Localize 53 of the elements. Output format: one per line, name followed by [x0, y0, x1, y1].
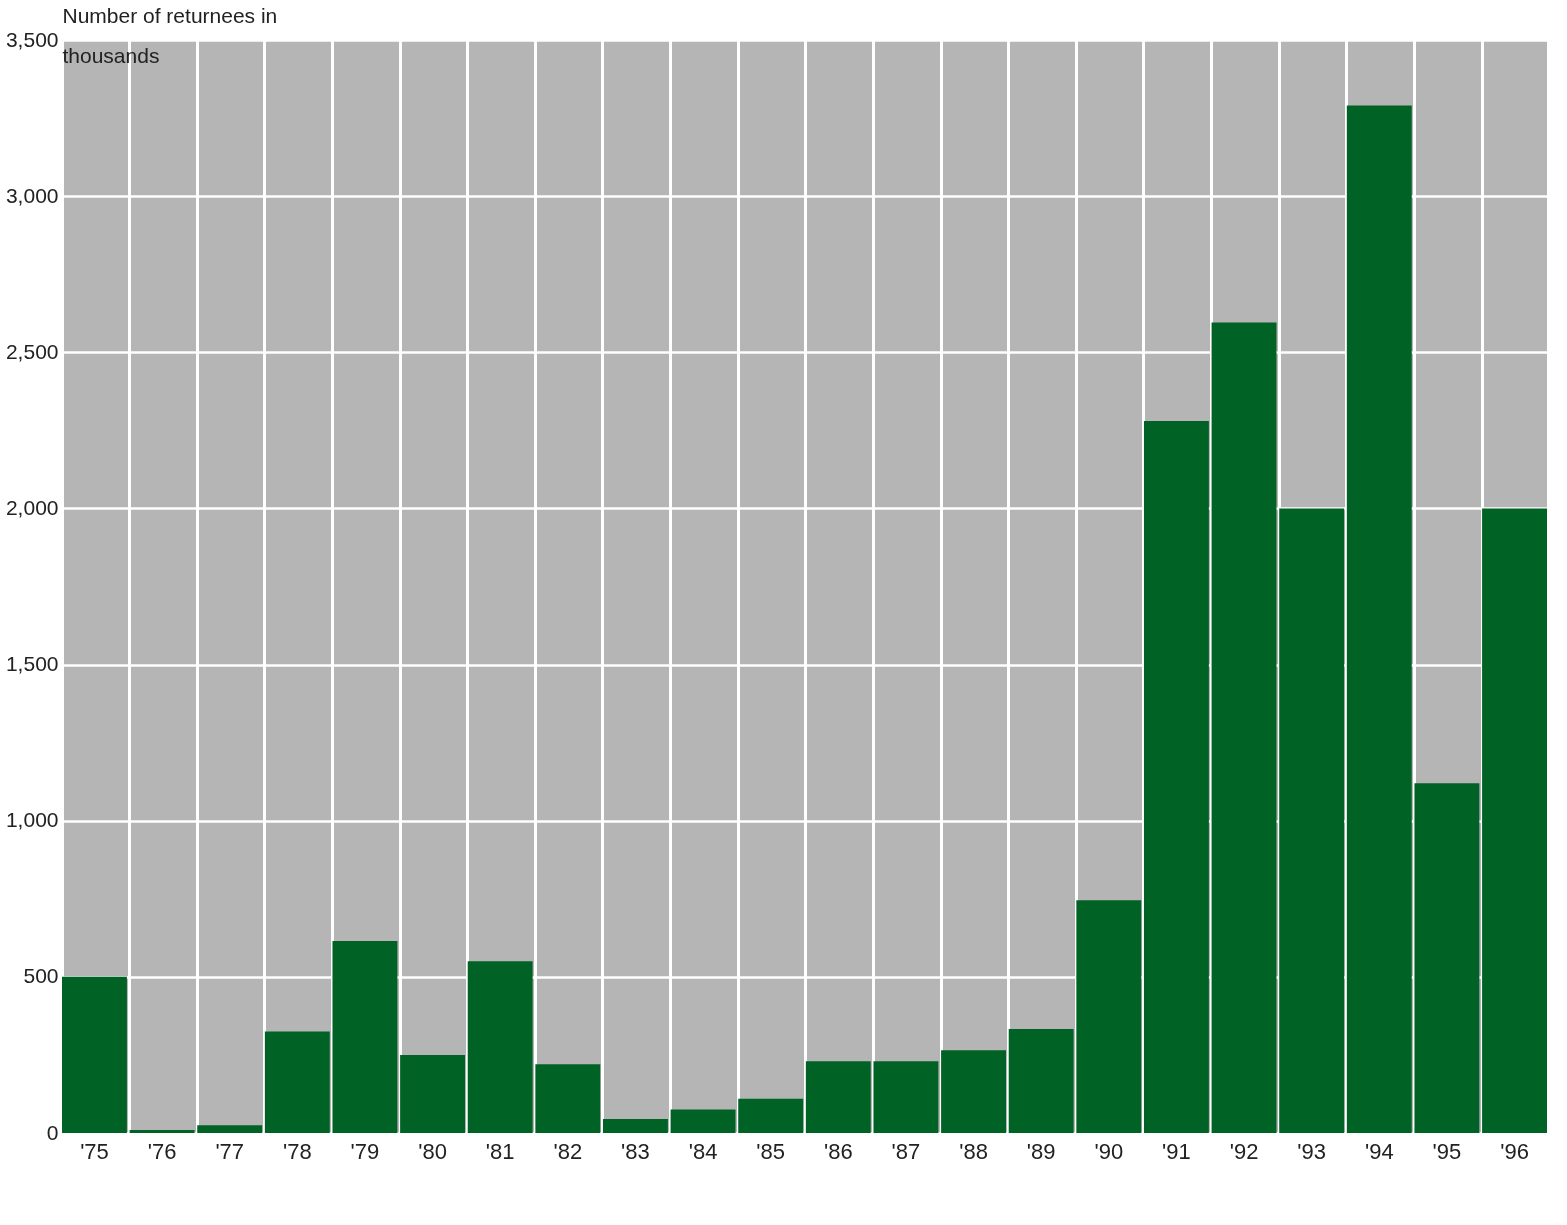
x-tick-label: '80	[418, 1138, 447, 1164]
y-tick-label: 3,500	[5, 27, 59, 51]
bar	[1211, 322, 1277, 1133]
bar	[1346, 105, 1412, 1133]
x-tick-label: '93	[1297, 1138, 1327, 1164]
bar	[1482, 508, 1547, 1133]
bar	[1008, 1029, 1074, 1133]
bar	[332, 940, 398, 1133]
bar	[670, 1109, 736, 1133]
bar	[197, 1125, 263, 1133]
bar	[602, 1118, 668, 1133]
bar	[1143, 420, 1209, 1133]
x-tick-label: '82	[553, 1138, 583, 1164]
x-tick-label: '83	[621, 1138, 650, 1164]
x-tick-label: '96	[1500, 1138, 1529, 1164]
x-tick-label: '94	[1364, 1138, 1394, 1164]
bar	[941, 1050, 1007, 1133]
y-tick-label: 2,000	[5, 495, 59, 519]
bar	[129, 1129, 195, 1133]
x-tick-label: '88	[959, 1138, 988, 1164]
x-tick-label: '85	[756, 1138, 786, 1164]
y-tick-label: 500	[23, 964, 59, 988]
y-tick-label: 2,500	[5, 339, 59, 363]
bar	[738, 1098, 804, 1133]
y-tick-label: 1,000	[5, 808, 59, 832]
x-tick-label: '79	[350, 1138, 380, 1164]
bar	[873, 1061, 939, 1133]
x-tick-label: '89	[1026, 1138, 1056, 1164]
x-tick-label: '91	[1162, 1138, 1191, 1164]
x-tick-label: '78	[282, 1138, 312, 1164]
x-tick-label: '77	[215, 1138, 245, 1164]
bar	[1414, 783, 1480, 1133]
bar	[1279, 508, 1345, 1133]
bar	[805, 1061, 871, 1133]
x-tick-label: '87	[891, 1138, 921, 1164]
y-tick-label: 0	[46, 1120, 59, 1144]
y-tick-label: 3,000	[5, 183, 59, 207]
bar	[264, 1031, 330, 1133]
bar	[1076, 900, 1142, 1133]
bar	[535, 1064, 601, 1133]
bar	[467, 961, 533, 1133]
x-tick-label: '76	[147, 1138, 177, 1164]
bar	[62, 976, 127, 1133]
x-tick-label: '75	[80, 1138, 109, 1164]
x-tick-label: '84	[688, 1138, 718, 1164]
x-tick-label: '90	[1094, 1138, 1124, 1164]
x-tick-label: '81	[485, 1138, 515, 1164]
y-axis-title: Number of returnees in thousands	[62, 3, 278, 67]
y-tick-label: 1,500	[5, 652, 59, 676]
x-tick-label: '86	[823, 1138, 853, 1164]
bar	[400, 1054, 466, 1133]
x-tick-label: '92	[1229, 1138, 1259, 1164]
x-tick-label: '95	[1432, 1138, 1462, 1164]
